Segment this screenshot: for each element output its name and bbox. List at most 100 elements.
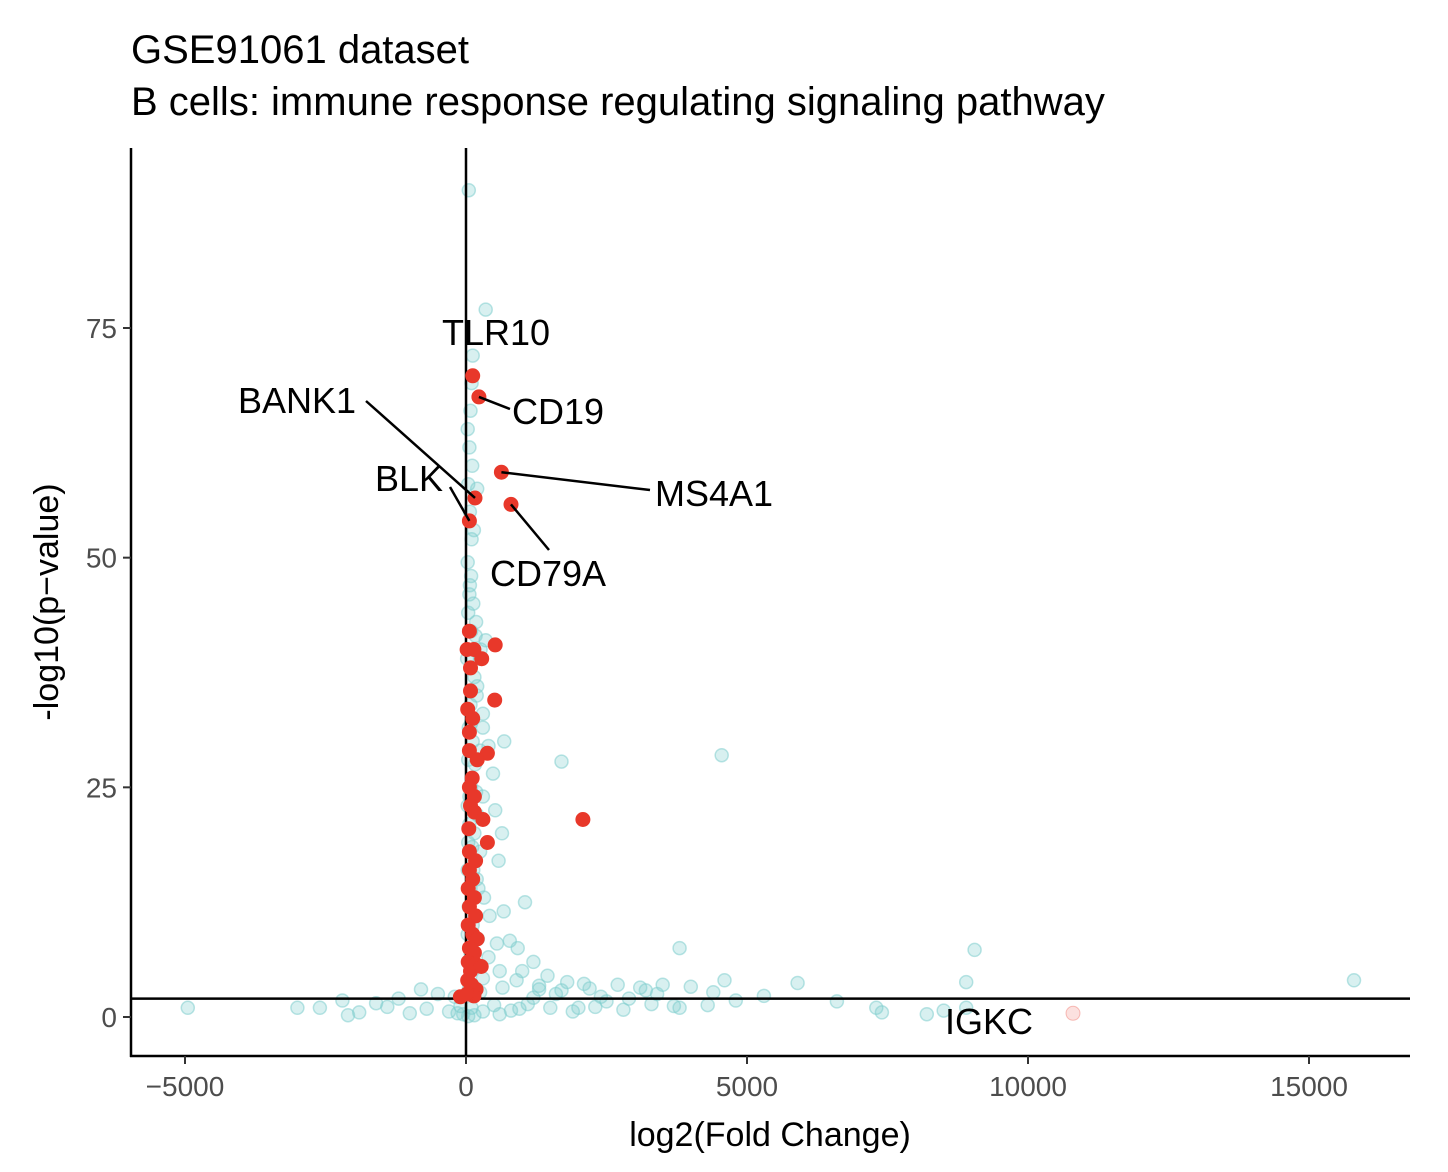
- data-point-highlight: [479, 835, 495, 850]
- data-point-background: [441, 1004, 457, 1019]
- data-point-highlight: [1065, 1005, 1081, 1021]
- data-point-background: [502, 933, 518, 949]
- data-point-background: [180, 1000, 196, 1016]
- data-point-background: [492, 963, 507, 979]
- highlight-points-layer: [452, 368, 1081, 1021]
- data-point-background: [728, 993, 744, 1008]
- data-point-background: [489, 936, 505, 951]
- label-connector-line: [448, 486, 471, 522]
- data-point-background: [340, 1007, 356, 1023]
- data-point-background: [514, 963, 530, 979]
- data-point-background: [290, 1000, 305, 1016]
- x-tick-label: 10000: [989, 1071, 1067, 1102]
- y-tick-label: 0: [101, 1002, 117, 1033]
- data-point-background: [666, 998, 682, 1014]
- data-point-highlight: [471, 389, 487, 405]
- data-point-background: [571, 1000, 586, 1016]
- data-point-highlight: [473, 959, 489, 974]
- data-point-background: [482, 908, 497, 924]
- data-point-background: [599, 994, 614, 1009]
- data-point-background: [517, 894, 533, 910]
- chart-subtitle: B cells: immune response regulating sign…: [131, 80, 1105, 124]
- data-point-background: [582, 981, 597, 996]
- data-point-highlight: [575, 812, 591, 827]
- x-tick-label: 0: [458, 1071, 474, 1102]
- data-point-highlight: [465, 368, 481, 384]
- data-point-background: [1346, 973, 1362, 988]
- data-point-background: [351, 1005, 367, 1020]
- data-point-highlight: [463, 660, 478, 676]
- data-point-background: [460, 555, 475, 570]
- data-point-background: [958, 974, 974, 990]
- data-point-background: [475, 1004, 491, 1019]
- data-point-background: [700, 997, 715, 1013]
- data-point-background: [919, 1006, 935, 1022]
- data-point-background: [450, 1006, 465, 1021]
- data-point-background: [460, 421, 475, 437]
- data-point-background: [487, 803, 503, 818]
- data-point-background: [402, 1006, 418, 1021]
- gene-label-blk: BLK: [375, 458, 443, 499]
- x-axis-label: log2(Fold Change): [629, 1116, 911, 1154]
- data-point-background: [958, 1000, 974, 1016]
- data-point-background: [478, 302, 493, 317]
- y-tick-label: 50: [86, 543, 117, 574]
- data-point-highlight: [474, 651, 490, 667]
- data-point-background: [485, 766, 501, 781]
- data-point-background: [496, 904, 511, 919]
- data-point-highlight: [487, 692, 503, 708]
- data-point-background: [874, 1005, 890, 1020]
- data-point-background: [464, 458, 480, 474]
- data-point-highlight: [469, 752, 485, 768]
- data-point-background: [717, 973, 732, 988]
- gene-label-igkc: IGKC: [945, 1001, 1033, 1042]
- y-tick-label: 25: [86, 772, 117, 803]
- data-point-background: [335, 993, 350, 1008]
- y-tick-label: 75: [86, 313, 117, 344]
- data-point-background: [672, 940, 687, 956]
- data-point-highlight: [487, 637, 503, 653]
- data-point-highlight: [463, 683, 478, 699]
- data-point-highlight: [465, 710, 481, 726]
- data-point-highlight: [461, 724, 477, 740]
- gene-label-cd79a: CD79A: [490, 553, 606, 594]
- gene-label-bank1: BANK1: [238, 380, 356, 421]
- data-point-background: [413, 982, 429, 997]
- data-point-background: [638, 983, 654, 998]
- data-point-highlight: [461, 623, 477, 639]
- gene-label-ms4a1: MS4A1: [655, 473, 773, 514]
- y-axis-label: -log10(p−value): [28, 483, 66, 720]
- data-point-background: [683, 979, 699, 994]
- data-point-background: [554, 983, 569, 998]
- data-point-background: [494, 826, 510, 841]
- data-point-background: [936, 1003, 951, 1018]
- data-point-highlight: [459, 986, 475, 1002]
- data-point-highlight: [461, 821, 477, 837]
- data-point-background: [380, 999, 395, 1015]
- axes: −5000 0 5000 10000 15000 0 25 50 75: [86, 148, 1410, 1102]
- background-points-layer: [180, 182, 1362, 1024]
- gene-labels-layer: TLR10 CD19 BANK1 BLK MS4A1 CD79A IGKC: [238, 312, 1033, 1042]
- data-point-background: [706, 984, 721, 1000]
- x-tick-label: 15000: [1270, 1071, 1348, 1102]
- data-point-background: [610, 977, 625, 993]
- data-point-background: [756, 988, 772, 1004]
- data-point-background: [491, 853, 506, 869]
- data-point-background: [419, 1001, 434, 1016]
- x-tick-label: 5000: [716, 1071, 778, 1102]
- data-point-background: [312, 1000, 328, 1016]
- data-point-background: [512, 1001, 527, 1016]
- data-point-background: [714, 747, 729, 763]
- data-point-background: [492, 1006, 507, 1022]
- data-point-background: [495, 980, 510, 995]
- data-point-background: [554, 754, 569, 769]
- data-point-background: [430, 986, 446, 1002]
- data-point-background: [531, 978, 547, 994]
- data-point-background: [526, 954, 541, 970]
- data-point-background: [461, 182, 477, 198]
- chart-title: GSE91061 dataset: [131, 28, 470, 72]
- data-point-background: [790, 975, 805, 991]
- gene-label-cd19: CD19: [512, 391, 604, 432]
- label-connector-line: [478, 395, 511, 411]
